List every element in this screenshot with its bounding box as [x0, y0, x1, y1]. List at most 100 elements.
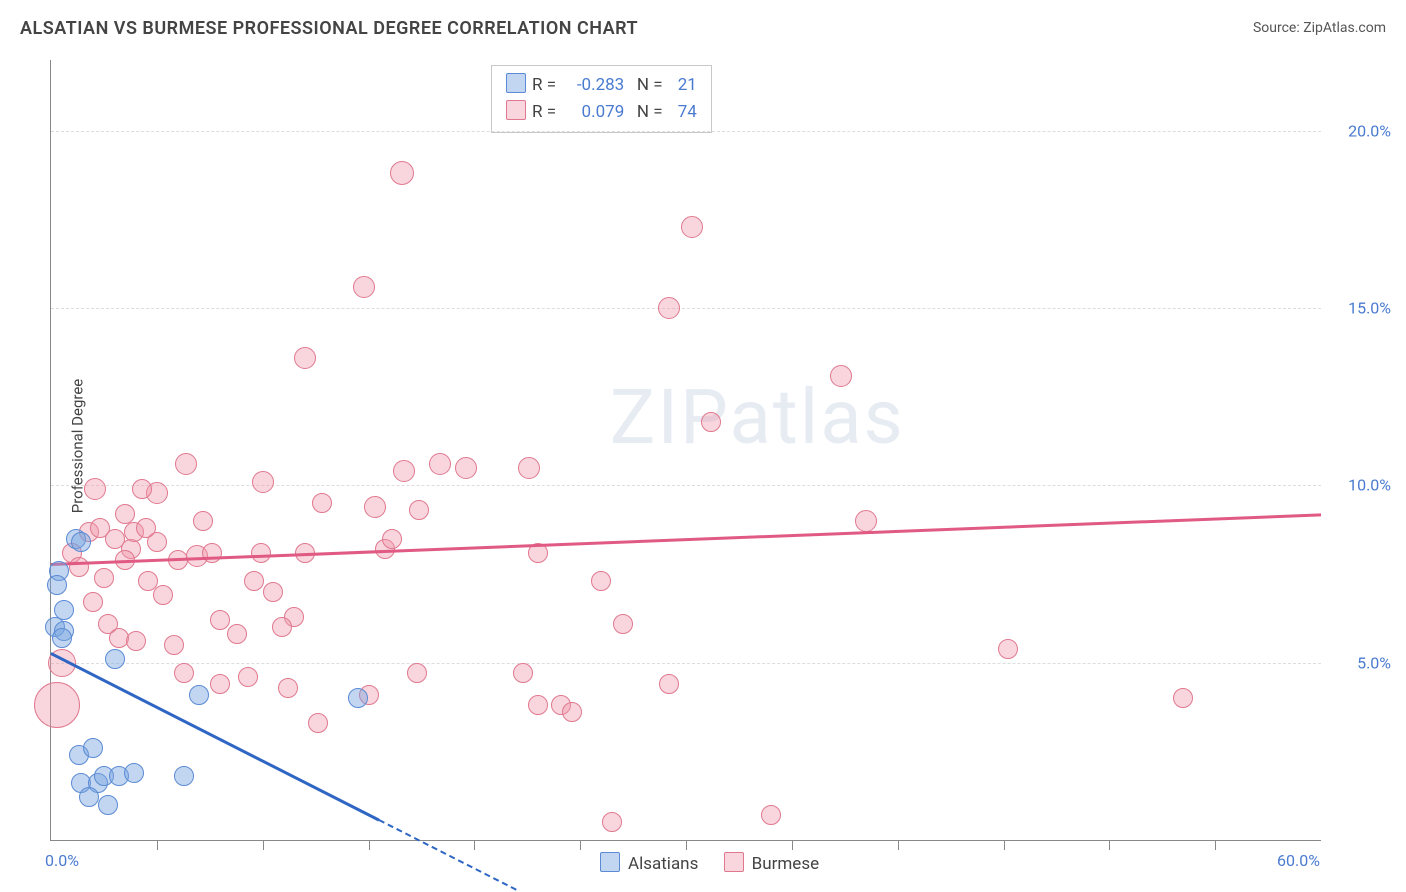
data-point: [94, 568, 114, 588]
legend-label: Alsatians: [628, 854, 698, 874]
data-point: [138, 571, 158, 591]
data-point: [79, 787, 99, 807]
legend-label: Burmese: [752, 854, 819, 874]
data-point: [263, 582, 283, 602]
x-tick: [369, 840, 370, 850]
x-tick-label: 0.0%: [45, 851, 79, 870]
data-point: [390, 161, 414, 185]
x-tick: [580, 840, 581, 850]
data-point: [84, 478, 106, 500]
data-point: [124, 763, 144, 783]
data-point: [308, 713, 328, 733]
x-tick-label: 60.0%: [1277, 851, 1320, 870]
data-point: [132, 479, 152, 499]
x-tick: [1215, 840, 1216, 850]
plot-area: ZIPatlas R = -0.283 N = 21R = 0.079 N = …: [50, 60, 1321, 841]
data-point: [659, 674, 679, 694]
watermark: ZIPatlas: [610, 372, 905, 462]
data-point: [252, 471, 274, 493]
x-tick: [1004, 840, 1005, 850]
x-tick: [898, 840, 899, 850]
data-point: [136, 518, 156, 538]
data-point: [238, 667, 258, 687]
x-tick: [686, 840, 687, 850]
trend-line-dashed: [379, 819, 517, 891]
data-point: [244, 571, 264, 591]
data-point: [69, 557, 89, 577]
data-point: [227, 624, 247, 644]
legend-swatch: [506, 100, 526, 120]
data-point: [312, 493, 332, 513]
y-tick-label: 5.0%: [1326, 653, 1391, 672]
data-point: [83, 592, 103, 612]
grid-line: [51, 131, 1321, 132]
data-point: [513, 663, 533, 683]
data-point: [210, 610, 230, 630]
data-point: [855, 510, 877, 532]
y-tick-label: 20.0%: [1326, 121, 1391, 140]
data-point: [83, 738, 103, 758]
data-point: [353, 276, 375, 298]
data-point: [272, 617, 292, 637]
y-tick-label: 10.0%: [1326, 476, 1391, 495]
data-point: [1173, 688, 1193, 708]
data-point: [364, 496, 386, 518]
data-point: [429, 453, 451, 475]
data-point: [193, 511, 213, 531]
data-point: [189, 685, 209, 705]
source-label: Source: ZipAtlas.com: [1253, 20, 1386, 36]
x-tick: [157, 840, 158, 850]
chart-container: ALSATIAN VS BURMESE PROFESSIONAL DEGREE …: [0, 0, 1406, 892]
series-legend: Alsatians Burmese: [600, 852, 819, 874]
data-point: [998, 639, 1018, 659]
x-tick: [263, 840, 264, 850]
data-point: [393, 460, 415, 482]
grid-line: [51, 485, 1321, 486]
data-point: [382, 529, 402, 549]
data-point: [251, 543, 271, 563]
x-tick: [792, 840, 793, 850]
grid-line: [51, 308, 1321, 309]
data-point: [174, 766, 194, 786]
legend-swatch: [506, 73, 526, 93]
grid-line: [51, 663, 1321, 664]
data-point: [455, 457, 477, 479]
data-point: [164, 635, 184, 655]
data-point: [613, 614, 633, 634]
data-point: [47, 575, 67, 595]
legend-row: R = 0.079 N = 74: [506, 99, 697, 126]
data-point: [278, 678, 298, 698]
data-point: [761, 805, 781, 825]
legend-row: R = -0.283 N = 21: [506, 72, 697, 99]
data-point: [115, 504, 135, 524]
data-point: [210, 674, 230, 694]
data-point: [681, 216, 703, 238]
data-point: [348, 688, 368, 708]
data-point: [528, 695, 548, 715]
data-point: [830, 365, 852, 387]
data-point: [105, 649, 125, 669]
correlation-legend: R = -0.283 N = 21R = 0.079 N = 74: [491, 65, 712, 133]
legend-swatch: [724, 852, 744, 872]
x-tick: [474, 840, 475, 850]
x-tick: [1109, 840, 1110, 850]
trend-line: [51, 514, 1321, 566]
legend-swatch: [600, 852, 620, 872]
data-point: [34, 682, 80, 728]
data-point: [701, 412, 721, 432]
data-point: [52, 628, 72, 648]
data-point: [202, 543, 222, 563]
data-point: [562, 702, 582, 722]
chart-title: ALSATIAN VS BURMESE PROFESSIONAL DEGREE …: [20, 18, 638, 39]
data-point: [518, 457, 540, 479]
data-point: [409, 500, 429, 520]
data-point: [591, 571, 611, 591]
data-point: [174, 663, 194, 683]
data-point: [98, 795, 118, 815]
data-point: [175, 453, 197, 475]
data-point: [602, 812, 622, 832]
data-point: [71, 532, 91, 552]
data-point: [658, 297, 680, 319]
data-point: [153, 585, 173, 605]
data-point: [126, 631, 146, 651]
